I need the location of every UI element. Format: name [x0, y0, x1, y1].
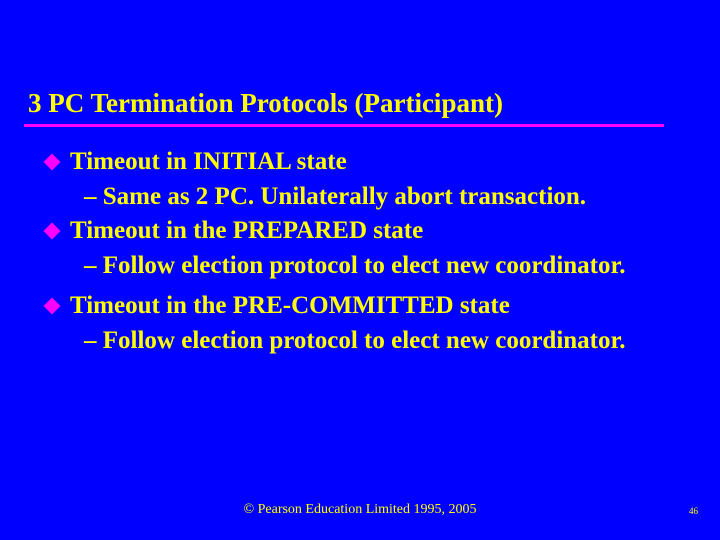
page-number: 46 — [689, 506, 698, 516]
bullet-text: Timeout in the PRE-COMMITTED state — [70, 290, 510, 323]
diamond-icon — [44, 298, 61, 315]
bullet-item: Timeout in INITIAL state — [46, 146, 690, 179]
title-underline — [24, 124, 664, 127]
sub-bullet: – Follow election protocol to elect new … — [84, 325, 690, 358]
bullet-item: Timeout in the PREPARED state — [46, 215, 690, 248]
diamond-icon — [44, 154, 61, 171]
diamond-icon — [44, 223, 61, 240]
slide: 3 PC Termination Protocols (Participant)… — [0, 0, 720, 540]
slide-content: Timeout in INITIAL state – Same as 2 PC.… — [46, 146, 690, 359]
slide-title: 3 PC Termination Protocols (Participant) — [28, 88, 503, 119]
bullet-item: Timeout in the PRE-COMMITTED state — [46, 290, 690, 323]
sub-bullet: – Same as 2 PC. Unilaterally abort trans… — [84, 181, 690, 214]
footer-copyright: © Pearson Education Limited 1995, 2005 — [0, 502, 720, 518]
bullet-text: Timeout in the PREPARED state — [70, 215, 423, 248]
bullet-text: Timeout in INITIAL state — [70, 146, 347, 179]
sub-bullet: – Follow election protocol to elect new … — [84, 250, 690, 283]
